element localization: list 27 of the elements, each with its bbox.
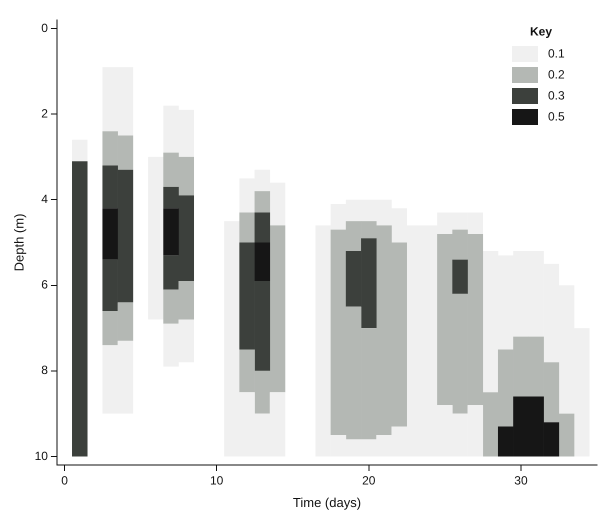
y-tick-label: 8 (41, 363, 48, 378)
bar (239, 212, 255, 242)
bar (102, 208, 118, 260)
bar (72, 161, 88, 456)
bar (254, 191, 270, 213)
x-tick-label: 10 (210, 474, 224, 488)
bar (72, 140, 88, 162)
legend-label: 0.3 (548, 88, 566, 102)
legend-title: Key (530, 24, 552, 38)
bar (148, 156, 164, 320)
bar (254, 212, 270, 242)
y-axis-title: Depth (m) (11, 214, 26, 272)
x-tick-label: 30 (514, 474, 528, 488)
y-tick-label: 4 (41, 192, 48, 206)
legend-label: 0.5 (548, 109, 566, 124)
legend-label: 0.1 (548, 46, 566, 60)
x-axis-title: Time (days) (292, 494, 362, 510)
x-tick-label: 20 (362, 474, 376, 488)
y-tick-label: 10 (34, 448, 48, 463)
y-tick-label: 2 (41, 106, 48, 120)
y-tick-label: 0 (41, 20, 48, 35)
bar (254, 242, 270, 282)
bar (452, 260, 468, 294)
x-tick-label: 0 (61, 474, 68, 488)
bar (163, 208, 179, 256)
legend-label: 0.2 (548, 67, 566, 82)
y-tick-label: 6 (41, 278, 48, 292)
